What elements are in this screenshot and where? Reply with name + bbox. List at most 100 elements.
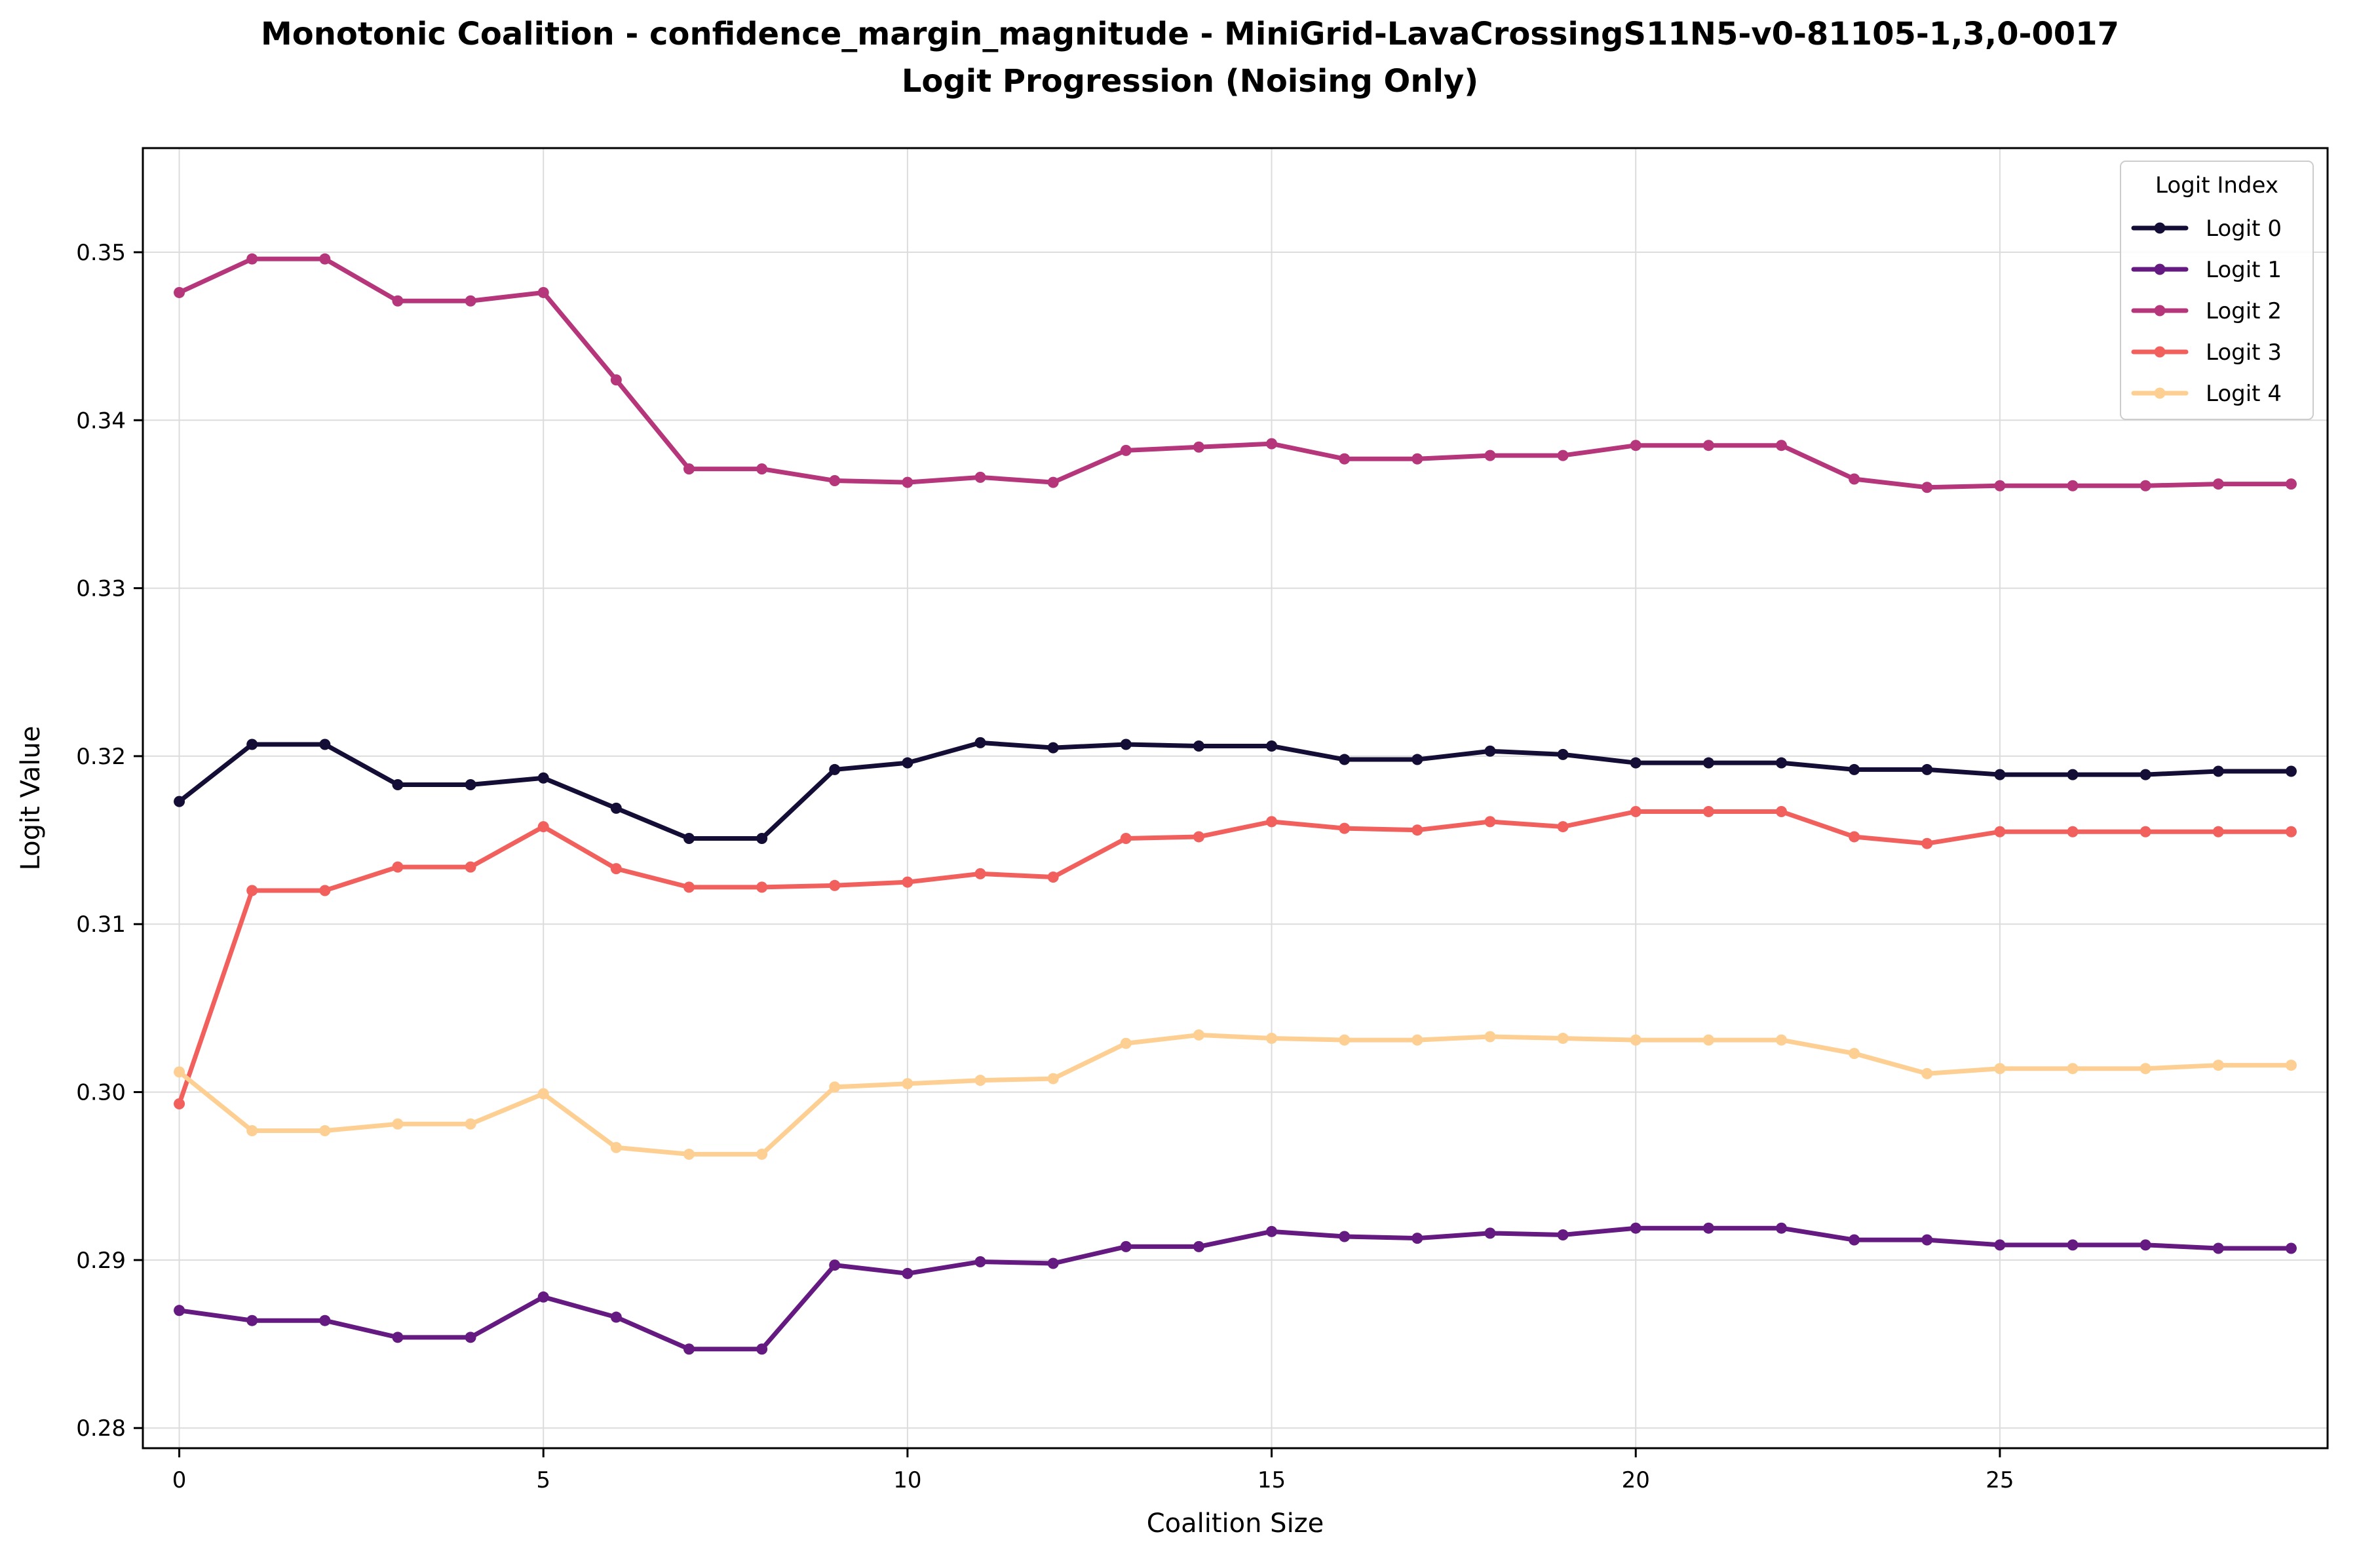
data-point <box>1339 453 1351 465</box>
x-axis-label: Coalition Size <box>1147 1508 1324 1539</box>
data-point <box>1921 482 1933 493</box>
data-point <box>1630 1034 1641 1046</box>
data-point <box>465 1118 476 1130</box>
data-point <box>246 1125 258 1137</box>
data-point <box>537 772 549 784</box>
data-point <box>1266 1033 1278 1045</box>
data-point <box>683 833 695 845</box>
data-point <box>1849 1048 1860 1060</box>
data-point <box>1630 1222 1641 1234</box>
data-point <box>246 253 258 265</box>
data-point <box>902 476 913 488</box>
data-point <box>974 1256 986 1267</box>
data-point <box>2140 826 2151 837</box>
data-point <box>1411 1233 1423 1244</box>
data-point <box>2212 1060 2224 1071</box>
data-point <box>756 833 768 845</box>
y-tick-label: 0.30 <box>76 1080 126 1106</box>
data-point <box>1339 1231 1351 1242</box>
data-point <box>1193 1029 1204 1041</box>
series-line <box>177 1225 2294 1352</box>
data-point <box>1702 440 1714 451</box>
series-line <box>177 809 2294 1107</box>
data-point <box>974 737 986 748</box>
data-point <box>1994 1239 2006 1251</box>
data-point <box>1776 757 1787 769</box>
data-point <box>2067 1239 2079 1251</box>
data-point <box>1047 476 1059 488</box>
legend-marker <box>2154 263 2166 275</box>
data-point <box>2067 480 2079 491</box>
data-point <box>756 1343 768 1355</box>
data-point <box>1047 1073 1059 1085</box>
x-tick-label: 10 <box>893 1467 921 1493</box>
data-point <box>829 1259 841 1271</box>
data-point <box>2067 1063 2079 1075</box>
chart-title: Monotonic Coalition - confidence_margin_… <box>261 16 2119 52</box>
data-point <box>756 463 768 475</box>
data-point <box>1484 450 1496 461</box>
data-point <box>1557 1033 1569 1045</box>
data-point <box>537 286 549 298</box>
axis-ticks: 0 5 10 15 20 25 0.28 0.29 0.30 0.31 0.32 0.33 0.34 0.… <box>76 240 2014 1493</box>
chart-subtitle: Logit Progression (Noising Only) <box>902 63 1478 100</box>
y-tick-label: 0.29 <box>76 1248 126 1274</box>
x-tick-label: 20 <box>1622 1467 1650 1493</box>
data-point <box>1994 769 2006 780</box>
data-point <box>1411 754 1423 765</box>
data-point <box>1994 1063 2006 1075</box>
data-point <box>2212 478 2224 490</box>
data-point <box>1193 831 1204 843</box>
series-lines <box>174 253 2297 1355</box>
data-point <box>2285 478 2297 490</box>
data-point <box>2140 769 2151 780</box>
data-point <box>1339 822 1351 834</box>
data-point <box>2285 765 2297 777</box>
data-point <box>1120 833 1132 845</box>
data-point <box>610 1142 622 1153</box>
data-point <box>1849 473 1860 485</box>
data-point <box>1776 1222 1787 1234</box>
data-point <box>174 1098 185 1110</box>
data-point <box>174 1305 185 1316</box>
data-point <box>1557 821 1569 833</box>
data-point <box>1557 450 1569 461</box>
data-point <box>1776 806 1787 818</box>
data-point <box>1921 1234 1933 1246</box>
series-3 <box>174 806 2297 1110</box>
data-point <box>1849 1234 1860 1246</box>
data-point <box>465 1332 476 1343</box>
data-point <box>1557 1229 1569 1240</box>
data-point <box>1193 740 1204 752</box>
data-point <box>829 763 841 775</box>
data-point <box>1921 837 1933 849</box>
data-point <box>610 863 622 875</box>
y-tick-label: 0.33 <box>76 576 126 602</box>
data-point <box>1193 1240 1204 1252</box>
data-point <box>1994 480 2006 491</box>
data-point <box>1047 871 1059 883</box>
data-point <box>902 757 913 769</box>
data-point <box>246 1315 258 1326</box>
data-point <box>537 1088 549 1100</box>
y-tick-label: 0.31 <box>76 912 126 938</box>
legend-marker <box>2154 222 2166 234</box>
data-point <box>1120 1240 1132 1252</box>
data-point <box>829 1081 841 1093</box>
legend-marker <box>2154 305 2166 317</box>
data-point <box>2285 1242 2297 1254</box>
data-point <box>2067 826 2079 837</box>
data-point <box>1557 748 1569 760</box>
data-point <box>1849 763 1860 775</box>
series-line <box>177 256 2294 490</box>
data-point <box>319 885 331 896</box>
data-point <box>2212 826 2224 837</box>
data-point <box>756 881 768 893</box>
data-point <box>610 374 622 386</box>
data-point <box>392 1332 404 1343</box>
data-point <box>1484 1031 1496 1043</box>
data-point <box>174 796 185 807</box>
data-point <box>537 821 549 833</box>
x-tick-label: 25 <box>1986 1467 2014 1493</box>
data-point <box>1047 742 1059 754</box>
